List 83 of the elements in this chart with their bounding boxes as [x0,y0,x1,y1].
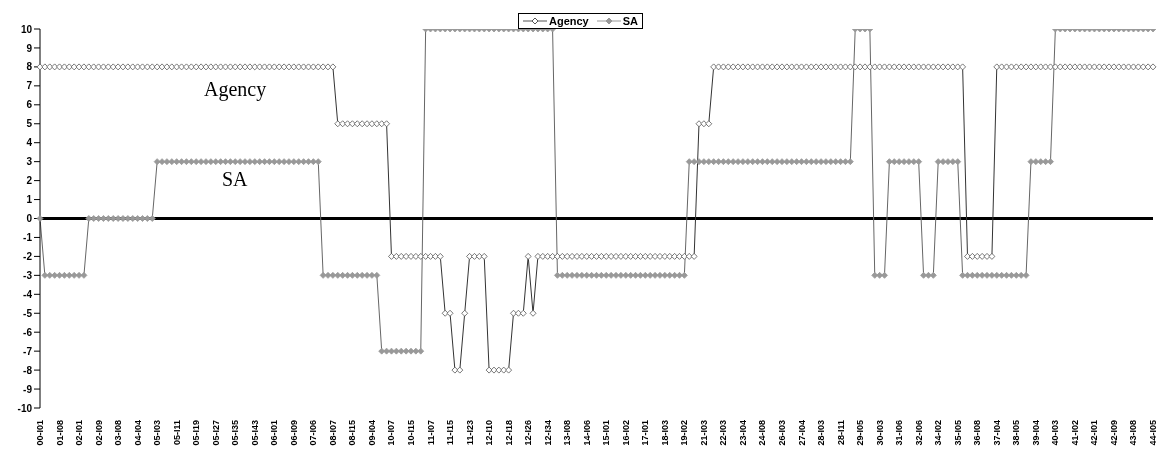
y-tick-label: -2 [23,250,33,262]
x-tick-label: 28-I11 [835,420,846,446]
x-tick-label: 05-I35 [230,420,241,446]
y-tick-label: -10 [17,402,33,414]
x-tick-label: 29-I05 [855,420,866,446]
y-tick-label: 7 [26,80,33,92]
x-tick-label: 08-I15 [347,420,358,446]
x-tick-label: 06-I01 [269,420,280,446]
x-tick-label: 38-I05 [1011,420,1022,446]
y-tick-label: 3 [26,156,33,168]
x-tick-label: 12-I18 [503,420,514,446]
x-tick-label: 42-I01 [1089,420,1100,446]
y-tick-label: 6 [26,99,33,111]
x-tick-label: 12-I10 [484,420,495,446]
x-tick-label: 02-I09 [93,420,104,446]
annotation: SA [222,168,248,191]
x-tick-label: 01-I08 [54,420,65,446]
x-tick-label: 32-I06 [913,420,924,446]
annotation: Agency [204,78,267,101]
x-tick-label: 19-I02 [679,420,690,446]
x-tick-label: 30-I03 [874,420,885,446]
x-tick-label: 05-I27 [210,420,221,446]
x-tick-label: 15-I01 [601,420,612,446]
x-tick-label: 31-I06 [894,420,905,446]
x-tick-label: 07-I06 [308,420,319,446]
x-tick-label: 41-I02 [1069,420,1080,446]
y-tick-label: -3 [23,269,33,281]
y-tick-label: -5 [23,307,33,319]
y-tick-label: -6 [23,326,33,338]
x-tick-label: 24-I08 [757,420,768,446]
x-tick-label: 34-I02 [933,420,944,446]
x-tick-label: 05-I19 [191,420,202,446]
y-tick-label: 2 [26,175,33,187]
x-tick-label: 35-I05 [952,420,963,446]
y-tick-label: 8 [26,61,33,73]
x-tick-label: 27-I04 [796,420,807,446]
x-tick-label: 11-I15 [445,420,456,446]
x-tick-label: 10-I15 [406,420,416,446]
x-tick-label: 21-I03 [698,420,709,446]
y-tick-label: -9 [23,383,33,395]
x-tick-label: 36-I08 [972,420,983,446]
x-tick-label: 04-I04 [132,420,143,446]
x-tick-label: 10-I07 [386,420,397,446]
x-tick-label: 22-I03 [718,420,729,446]
y-tick-label: 9 [26,42,33,54]
x-tick-label: 16-I02 [620,420,631,446]
y-tick-label: -1 [23,232,33,243]
x-tick-label: 03-I08 [113,420,124,446]
x-tick-label: 26-I03 [777,420,787,446]
y-tick-label: -4 [23,288,33,300]
x-tick-label: 05-I03 [152,420,163,446]
x-tick-label: 23-I04 [737,420,748,446]
y-tick-label: -7 [23,345,33,357]
y-tick-label: 5 [26,118,33,130]
y-tick-label: 0 [26,213,33,225]
x-tick-label: 09-I04 [366,420,377,446]
x-tick-label: 00-I01 [35,420,45,446]
x-tick-label: 05-I11 [171,420,182,446]
x-tick-label: 18-I03 [659,420,670,446]
x-tick-label: 40-I03 [1050,420,1061,446]
x-tick-label: 39-I04 [1030,420,1041,446]
y-tick-label: 10 [20,23,33,35]
x-tick-label: 08-I07 [327,420,338,446]
x-tick-label: 44-I05 [1148,420,1158,446]
legend-label: Agency [548,15,589,27]
x-tick-label: 17-I01 [640,420,651,446]
y-tick-label: -8 [23,364,33,376]
x-tick-label: 42-I09 [1108,420,1119,446]
x-tick-label: 37-I04 [991,420,1002,446]
x-tick-label: 14-I06 [581,420,592,446]
y-tick-label: 1 [26,194,33,206]
x-tick-label: 13-I08 [562,420,573,446]
x-tick-label: 11-I07 [425,420,436,446]
x-tick-label: 11-I23 [464,420,475,446]
legend-label: SA [622,15,639,27]
x-tick-label: 43-I08 [1128,420,1139,446]
x-tick-label: 02-I01 [74,420,85,446]
x-tick-label: 28-I03 [816,420,827,446]
x-tick-label: 05-I43 [249,420,260,446]
y-tick-label: 4 [26,137,33,149]
x-tick-label: 12-I34 [542,420,553,446]
x-tick-label: 12-I26 [523,420,534,446]
x-tick-label: 06-I09 [288,420,299,446]
